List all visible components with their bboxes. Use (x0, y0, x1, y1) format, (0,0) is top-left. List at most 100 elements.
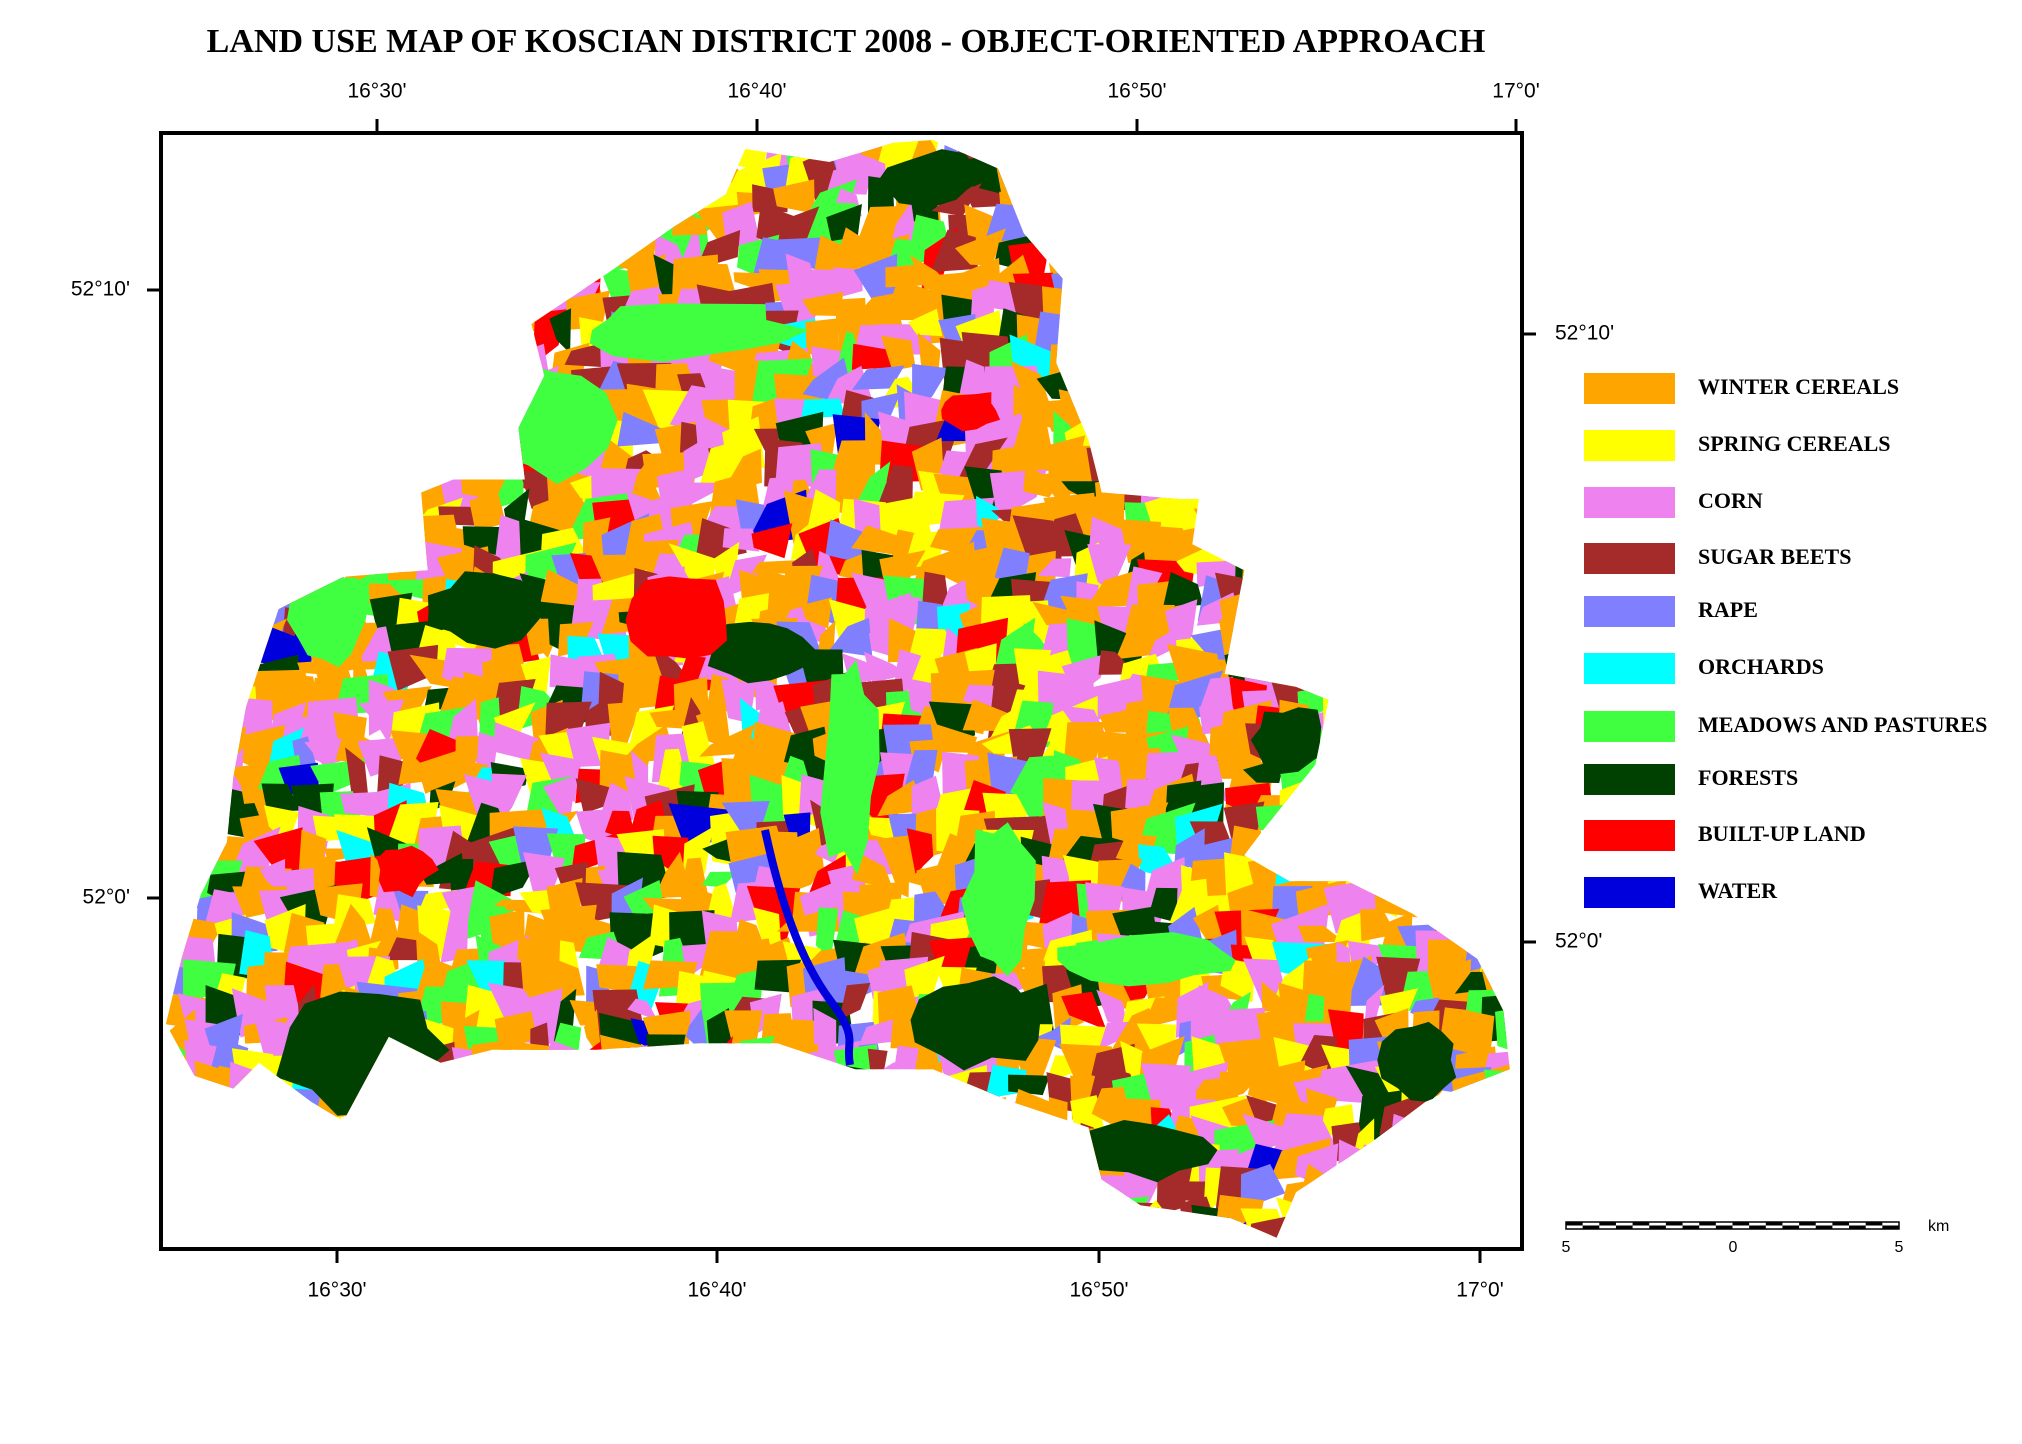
land-parcel (1486, 417, 1510, 464)
land-parcel (1519, 526, 1561, 568)
land-parcel (306, 156, 359, 213)
land-parcel (331, 361, 387, 415)
scale-bar-segment (1799, 1222, 1816, 1226)
land-parcel (580, 1094, 608, 1142)
land-parcel (1304, 140, 1340, 176)
legend-label: WATER (1698, 878, 1778, 903)
land-parcel (617, 1090, 668, 1124)
legend-swatch (1584, 764, 1675, 795)
land-parcel (521, 1175, 546, 1206)
scale-bar-segment (1682, 1225, 1700, 1229)
land-parcel (1146, 235, 1198, 283)
land-parcel (1116, 1201, 1160, 1238)
land-parcel (805, 1076, 848, 1113)
scale-bar-segment (1599, 1222, 1616, 1226)
land-parcel (1503, 462, 1510, 504)
land-parcel (1096, 989, 1127, 1026)
land-parcel (802, 291, 844, 316)
land-parcel (478, 300, 522, 337)
land-parcel (1244, 626, 1292, 669)
land-parcel (1182, 238, 1215, 271)
legend-swatch (1584, 487, 1675, 518)
land-parcel (190, 285, 226, 315)
land-parcel (1197, 384, 1231, 432)
land-parcel (829, 617, 873, 657)
land-parcel (318, 388, 358, 444)
longitude-label: 16°50' (1107, 80, 1166, 103)
land-parcel (512, 1120, 550, 1164)
land-parcel (1219, 168, 1270, 189)
land-parcel (1018, 1199, 1069, 1238)
land-parcel (884, 854, 910, 898)
land-parcel (851, 1088, 909, 1134)
land-parcel (1461, 1103, 1500, 1147)
land-parcel (319, 280, 366, 321)
land-parcel (1479, 1118, 1510, 1167)
land-parcel (1448, 184, 1500, 234)
land-parcel (1167, 261, 1217, 311)
land-parcel (1293, 395, 1337, 422)
land-parcel (165, 1221, 211, 1238)
land-parcel (383, 1226, 431, 1238)
river (761, 829, 854, 1066)
land-parcel (330, 493, 394, 539)
land-parcel (1146, 624, 1183, 663)
land-parcel (315, 179, 359, 231)
land-parcel (165, 307, 186, 346)
land-parcel (279, 450, 328, 485)
land-parcel (179, 597, 221, 639)
land-parcel (1084, 385, 1129, 437)
land-parcel (1111, 204, 1172, 257)
land-parcel (1412, 882, 1431, 917)
land-parcel (342, 177, 393, 221)
land-parcel (878, 149, 982, 206)
land-parcel (1095, 425, 1137, 462)
land-parcel (855, 1122, 898, 1146)
land-parcel (1116, 326, 1177, 349)
land-parcel (1488, 306, 1510, 367)
land-parcel (1319, 358, 1376, 424)
land-parcel (1041, 203, 1087, 264)
land-parcel (218, 1174, 262, 1213)
land-parcel (292, 233, 334, 291)
land-parcel (1253, 410, 1280, 469)
land-parcel (1429, 811, 1473, 861)
land-parcel (1275, 447, 1312, 499)
land-parcel (1403, 624, 1457, 675)
land-parcel (1428, 496, 1466, 530)
land-parcel (993, 1223, 1030, 1238)
land-parcel (494, 171, 548, 207)
land-parcel (625, 576, 727, 659)
land-parcel (954, 228, 1006, 266)
land-parcel (231, 377, 277, 418)
land-parcel (1059, 239, 1119, 273)
land-parcel (553, 1197, 604, 1238)
land-parcel (1375, 755, 1432, 803)
land-parcel (960, 183, 1004, 208)
land-parcel (255, 319, 304, 353)
land-parcel (697, 1093, 744, 1139)
land-parcel (1319, 800, 1361, 841)
land-parcel (178, 363, 233, 403)
land-parcel (571, 151, 626, 186)
land-parcel (1220, 496, 1270, 548)
land-parcel (1397, 375, 1452, 425)
land-parcel (1297, 580, 1343, 622)
land-parcel (1323, 255, 1373, 310)
land-parcel (309, 261, 358, 313)
land-parcel (339, 517, 390, 562)
land-parcel (573, 1157, 607, 1198)
land-parcel (204, 447, 235, 487)
land-parcel (410, 299, 452, 343)
land-parcel (1324, 209, 1365, 252)
land-parcel (739, 1035, 775, 1081)
land-parcel (393, 359, 431, 415)
land-parcel (382, 215, 435, 259)
land-parcel (1370, 409, 1424, 455)
land-parcel (595, 1201, 646, 1238)
land-parcel (517, 181, 561, 230)
land-parcel (1284, 621, 1320, 672)
land-parcel (1452, 806, 1509, 847)
land-parcel (747, 1125, 798, 1151)
scale-bar-segment (1699, 1222, 1716, 1226)
